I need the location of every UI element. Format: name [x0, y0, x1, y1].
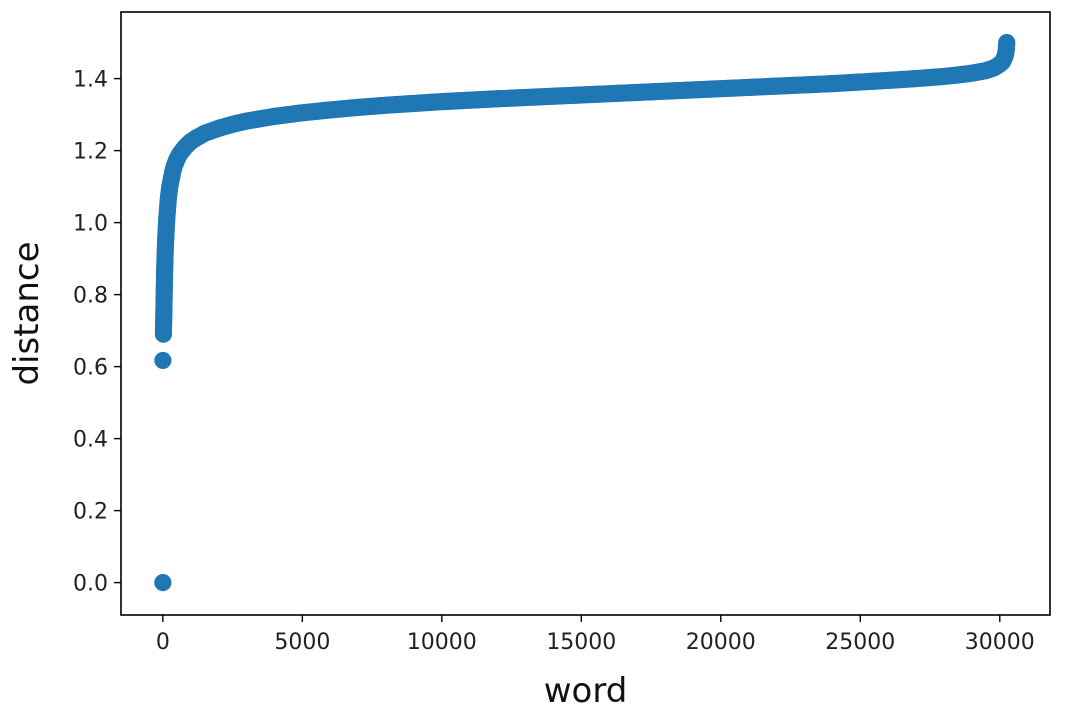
- x-axis-title: word: [544, 671, 628, 711]
- y-axis-title: distance: [7, 241, 47, 385]
- x-axis: 0 5000 10000 15000 20000 25000 30000: [156, 615, 1035, 655]
- y-tick-label: 1.4: [73, 68, 108, 93]
- y-tick-label: 0.6: [73, 356, 108, 381]
- y-tick-label: 0.2: [73, 500, 108, 525]
- plot-frame: [120, 11, 1051, 616]
- y-tick-label: 1.2: [73, 140, 108, 165]
- data-points: [154, 34, 1016, 592]
- data-point: [998, 34, 1016, 52]
- x-tick-label: 25000: [825, 630, 895, 655]
- x-tick-label: 15000: [546, 630, 616, 655]
- y-tick-label: 1.0: [73, 212, 108, 237]
- y-axis: 0.0 0.2 0.4 0.6 0.8 1.0 1.2 1.4: [73, 68, 121, 597]
- data-point: [154, 574, 172, 592]
- y-tick-label: 0.8: [73, 284, 108, 309]
- data-point: [154, 351, 172, 370]
- x-tick-label: 0: [156, 630, 170, 655]
- x-tick-label: 30000: [965, 630, 1035, 655]
- y-tick-label: 0.0: [73, 572, 108, 597]
- y-tick-label: 0.4: [73, 428, 108, 453]
- x-tick-label: 20000: [686, 630, 756, 655]
- x-tick-label: 5000: [274, 630, 330, 655]
- x-tick-label: 10000: [407, 630, 477, 655]
